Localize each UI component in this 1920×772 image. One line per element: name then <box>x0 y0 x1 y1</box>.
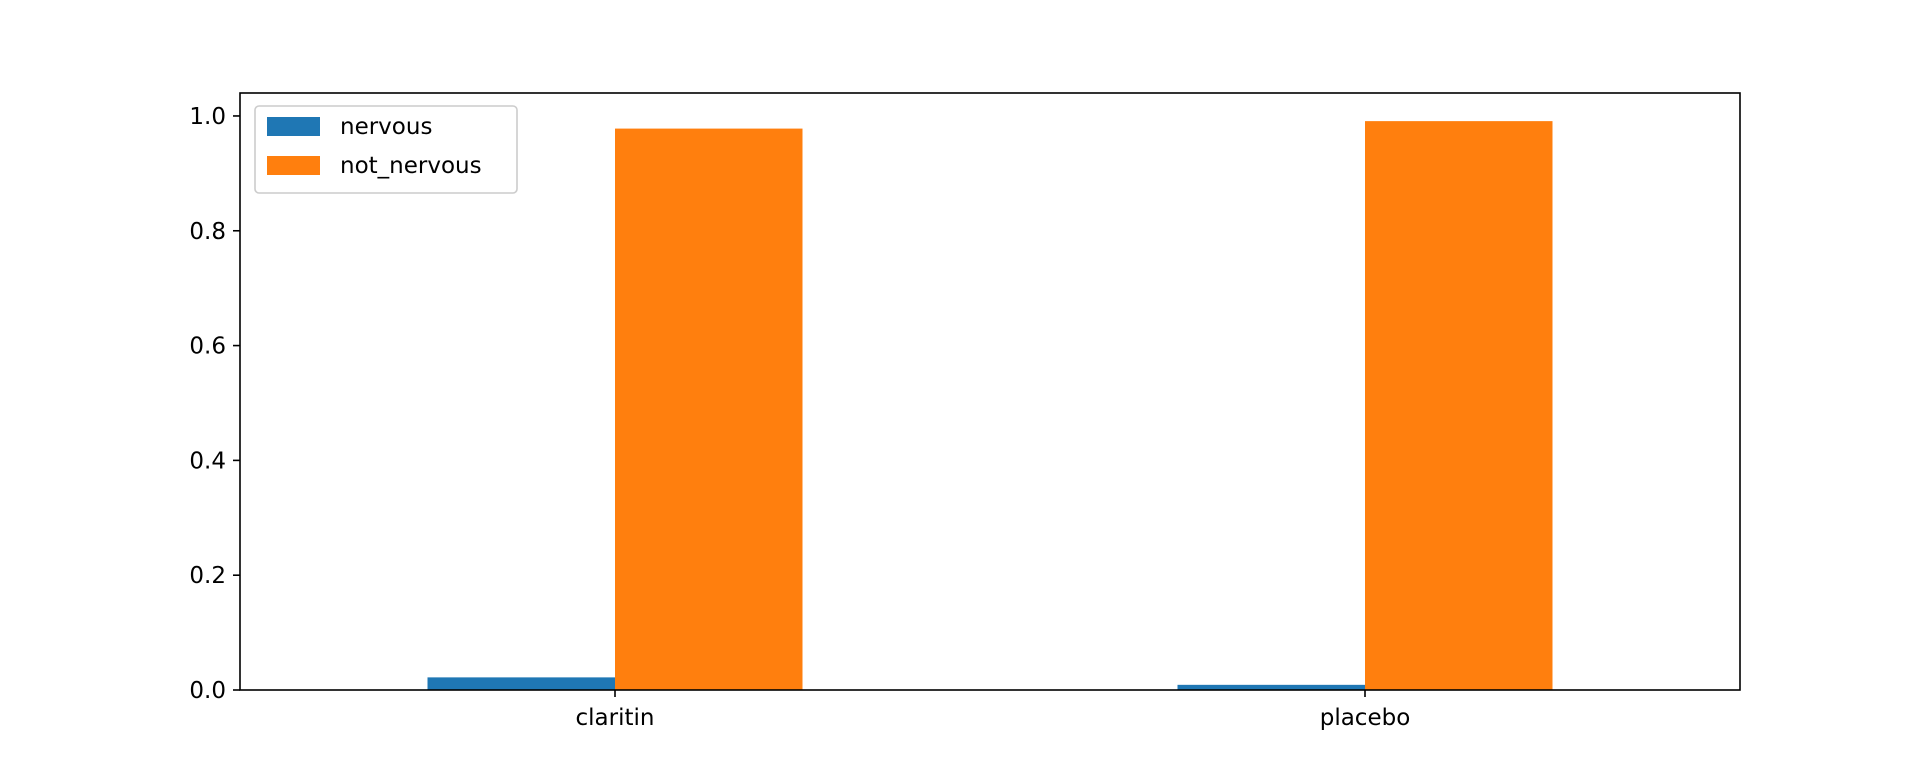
legend-label-nervous: nervous <box>340 114 432 140</box>
y-tick-label: 0.4 <box>189 448 226 474</box>
legend: nervous not_nervous <box>254 105 518 194</box>
bar-nervous-claritin <box>427 677 615 690</box>
x-tick-label: placebo <box>1320 705 1411 731</box>
legend-box <box>254 105 518 194</box>
legend-label-not_nervous: not_nervous <box>340 153 482 179</box>
legend-swatch-nervous <box>267 117 320 136</box>
x-tick-label: claritin <box>576 705 655 731</box>
y-tick-label: 1.0 <box>189 104 226 130</box>
bar-not_nervous-placebo <box>1365 121 1553 691</box>
y-axis: 0.0 0.2 0.4 0.6 0.8 1.0 <box>189 104 240 704</box>
y-tick-label: 0.6 <box>189 334 226 360</box>
legend-swatch-not_nervous <box>267 156 320 175</box>
bar-nervous-placebo <box>1177 684 1365 690</box>
plot-frame <box>239 92 1741 691</box>
x-axis: claritin placebo <box>576 690 1411 731</box>
bar-not_nervous-claritin <box>615 128 803 690</box>
y-tick-label: 0.0 <box>189 678 226 704</box>
y-tick-label: 0.8 <box>189 219 226 245</box>
y-tick-label: 0.2 <box>189 563 226 589</box>
bars-layer <box>427 121 1553 691</box>
